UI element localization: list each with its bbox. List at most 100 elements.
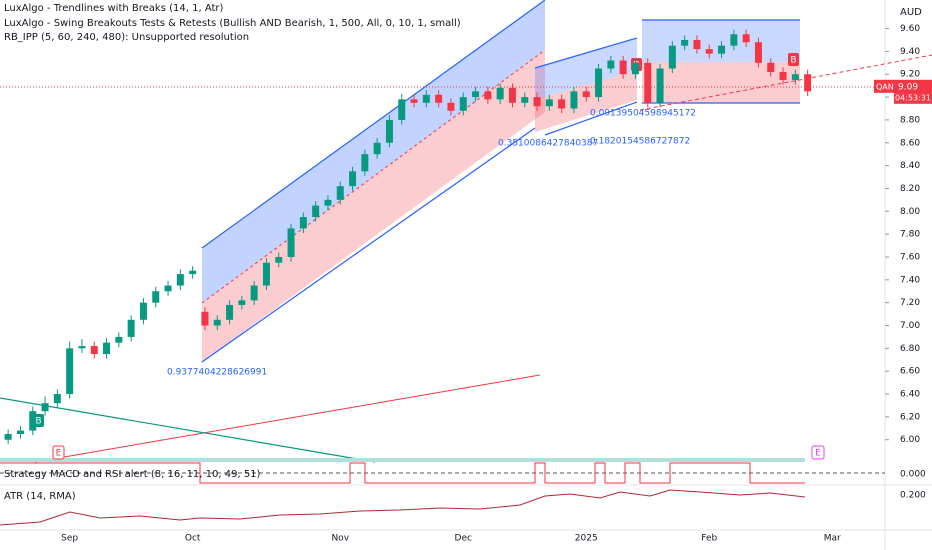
legend-line: RB_IPP (5, 60, 240, 480): Unsupported re… [4, 32, 249, 43]
candle-body [127, 319, 135, 337]
y-tick-label: 6.20 [900, 412, 920, 422]
candle-body [66, 348, 74, 395]
y-tick-label: 9.20 [900, 70, 920, 80]
y-tick-label: 8.00 [900, 207, 920, 217]
candle-body [496, 87, 504, 100]
candle-body [631, 62, 639, 75]
x-tick-label: Sep [61, 534, 78, 544]
candle-body [619, 60, 627, 75]
atr-line [0, 489, 806, 526]
candle-body [742, 34, 750, 43]
channel-upper [642, 20, 800, 62]
candle-body [521, 97, 529, 103]
candle-body [791, 74, 799, 80]
annotation: 0.3510086427840387 [498, 139, 598, 149]
x-tick-label: Mar [824, 534, 841, 544]
x-tick-label: 2025 [575, 534, 598, 544]
channel-upper [535, 38, 637, 100]
candle-body [582, 91, 590, 98]
pane-title: ATR (14, RMA) [4, 491, 76, 502]
countdown: 04:53:31 [895, 93, 931, 102]
pane-title: Strategy MACD and RSI alert (8, 16, 11, … [4, 469, 261, 480]
last-price: 9.09 [898, 82, 918, 92]
y-tick-label: 8.80 [900, 115, 920, 125]
candle-body [336, 186, 344, 200]
candle-body [607, 60, 615, 69]
marker-label: E [56, 449, 62, 459]
channel-line [201, 127, 536, 363]
legend-line: LuxAlgo - Trendlines with Breaks (14, 1,… [4, 3, 224, 14]
y-tick-label: 7.40 [900, 275, 920, 285]
candle-body [472, 91, 480, 98]
y-tick-label: 8.20 [900, 184, 920, 194]
candle-body [275, 256, 283, 263]
candle-body [213, 319, 221, 326]
annotation: 0.09139504598945172 [590, 109, 696, 119]
trendline [34, 374, 541, 463]
candle-body [78, 346, 86, 349]
y-tick-label: 8.60 [900, 138, 920, 148]
y-tick-label: 7.80 [900, 230, 920, 240]
candle-body [90, 346, 98, 355]
candle-body [435, 94, 443, 103]
candle-body [312, 205, 320, 218]
candle-body [570, 91, 578, 109]
candle-body [459, 97, 467, 111]
candle-body [668, 45, 676, 69]
candle-body [41, 403, 49, 412]
x-tick-label: Dec [455, 534, 472, 544]
candle-body [226, 304, 234, 320]
candle-body [779, 71, 787, 80]
y-tick-label: 7.20 [900, 298, 920, 308]
candle-body [324, 199, 332, 206]
candle-body [385, 119, 393, 143]
candle-body [361, 154, 369, 172]
candle-body [681, 39, 689, 46]
y-tick-label: 7.60 [900, 252, 920, 262]
channel-lower [642, 62, 800, 103]
y-tick-label: 6.00 [900, 435, 920, 445]
channel-line [534, 37, 638, 69]
candle-body [164, 285, 172, 292]
candle-body [189, 270, 197, 275]
price-tag [894, 79, 932, 104]
candle-body [422, 94, 430, 103]
y-tick-label: 6.40 [900, 390, 920, 400]
channel-lower [202, 50, 545, 362]
pane-tick: 0.000 [900, 470, 926, 480]
symbol-tag [874, 79, 894, 93]
candle-body [176, 274, 184, 286]
y-tick-label: 9.60 [900, 24, 920, 34]
pane-tick: 0.200 [900, 491, 926, 501]
y-tick-label: 6.80 [900, 344, 920, 354]
candle-body [410, 99, 418, 103]
candle-body [4, 434, 12, 440]
x-tick-label: Nov [331, 534, 349, 544]
annotation: 0.1820154586727872 [590, 137, 690, 147]
candle-body [16, 430, 24, 435]
candle-body [447, 102, 455, 111]
marker [811, 445, 825, 460]
band [0, 458, 805, 462]
candle-body [349, 171, 357, 187]
candle-body [201, 311, 209, 326]
trendline [0, 397, 376, 463]
candle-body [644, 62, 652, 103]
candle-body [508, 87, 516, 103]
x-tick-label: Oct [185, 534, 201, 544]
legend-line: LuxAlgo - Swing Breakouts Tests & Retest… [4, 18, 461, 29]
channel-upper [202, 0, 545, 303]
marker [52, 445, 65, 460]
candle-body [558, 99, 566, 109]
candle-body [262, 262, 270, 286]
candle-body [693, 39, 701, 50]
candle-body [718, 45, 726, 54]
candle-body [533, 97, 541, 107]
y-tick-label: 7.00 [900, 321, 920, 331]
candle-body [152, 291, 160, 303]
channel-line [544, 101, 638, 136]
candle-body [595, 68, 603, 98]
marker-label: B [790, 56, 796, 66]
candle-body [373, 142, 381, 155]
candle-body [53, 394, 61, 404]
